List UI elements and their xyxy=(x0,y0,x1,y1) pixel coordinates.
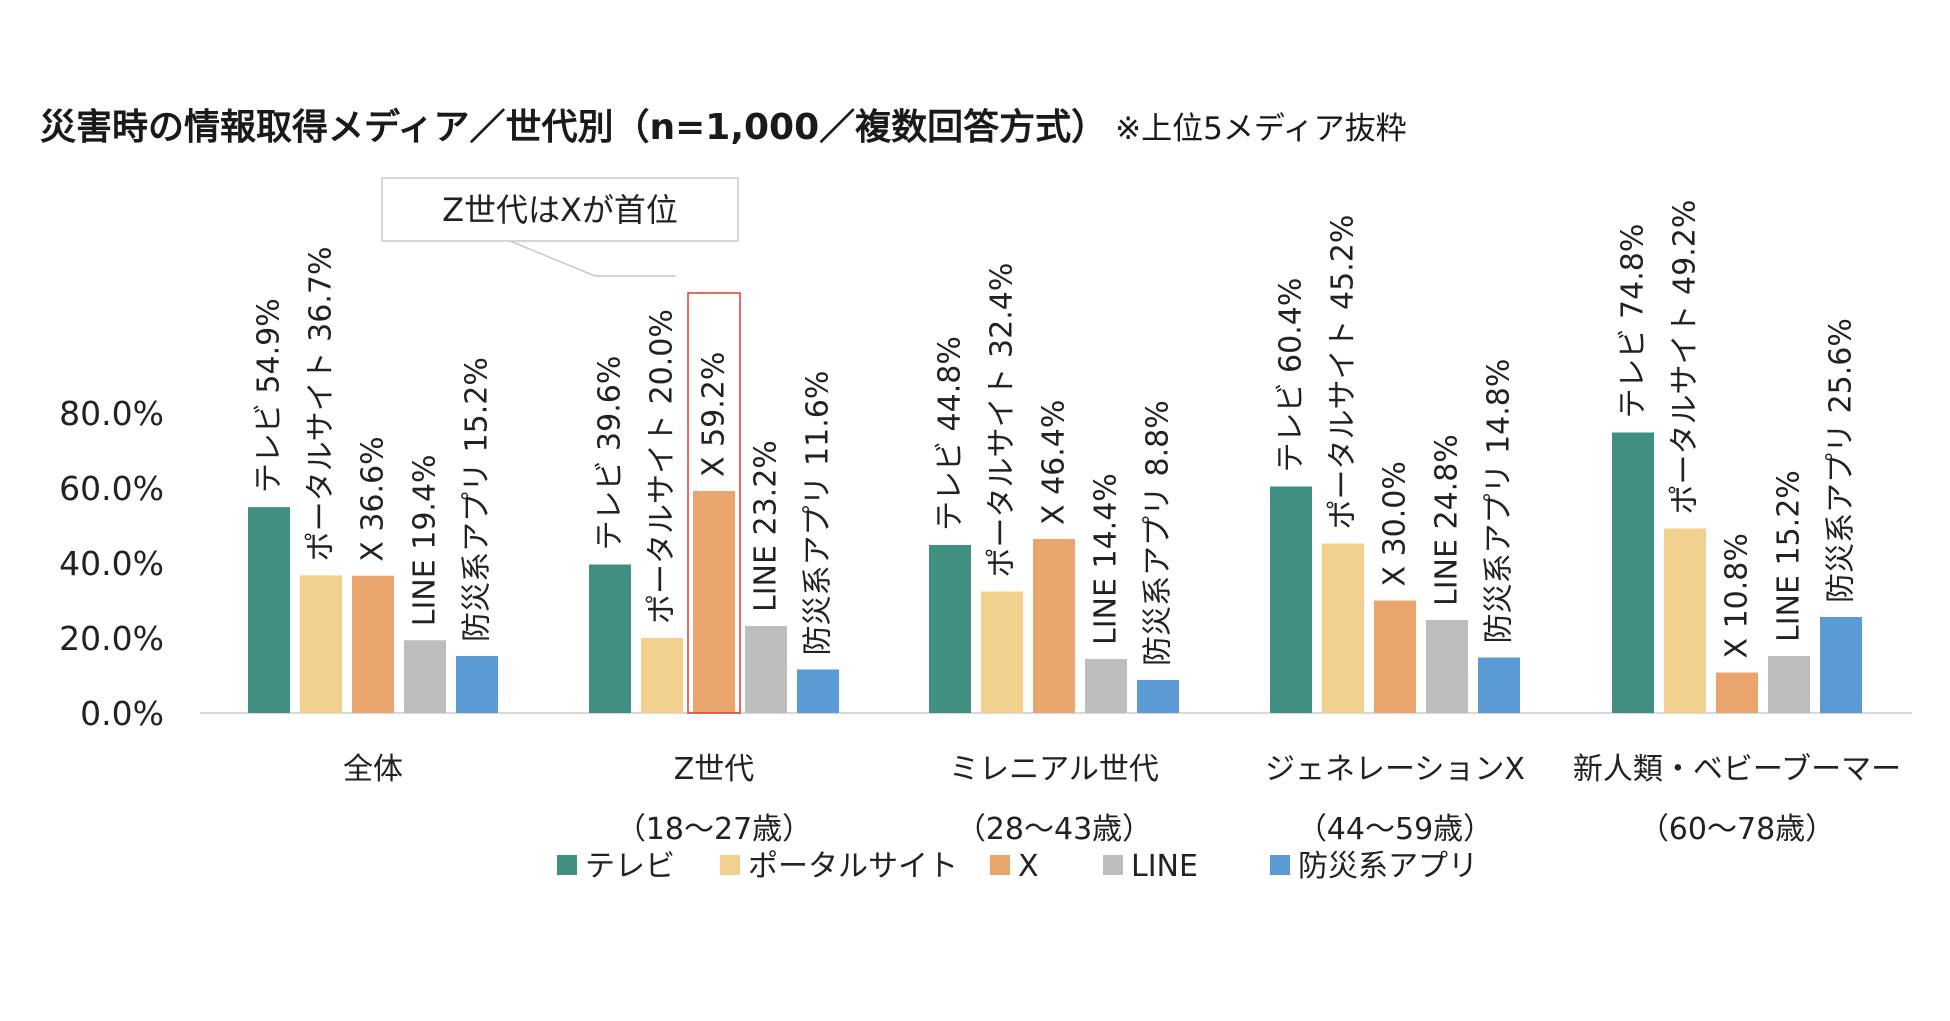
legend: テレビ ポータルサイト X LINE 防災系アプリ xyxy=(557,849,1478,884)
legend-swatch xyxy=(557,855,577,875)
callout: Z世代はXが首位 xyxy=(381,177,739,277)
legend-label: LINE xyxy=(1131,849,1198,884)
callout-leader xyxy=(509,240,676,277)
y-tick-label: 80.0% xyxy=(59,394,164,433)
bar-value-label: LINE 24.8% xyxy=(1430,434,1465,606)
chart-title-line: 災害時の情報取得メディア／世代別（n=1,000／複数回答方式） ※上位5メディア… xyxy=(40,98,1407,150)
bar xyxy=(589,564,631,713)
legend-swatch xyxy=(720,855,740,875)
y-tick-label: 20.0% xyxy=(59,619,164,658)
bar-value-label: 防災系アプリ 8.8% xyxy=(1141,400,1176,666)
bar-value-label: テレビ 74.8% xyxy=(1616,224,1651,419)
category-label: （28～43歳） xyxy=(956,812,1152,847)
chart-title-note: ※上位5メディア抜粋 xyxy=(1115,111,1407,147)
bar-value-label: ポータルサイト 36.7% xyxy=(304,247,339,562)
bar xyxy=(1478,657,1520,713)
legend-swatch xyxy=(1270,855,1290,875)
bar-value-label: LINE 14.4% xyxy=(1089,473,1124,645)
bar-value-label: X 46.4% xyxy=(1037,400,1072,525)
bar xyxy=(797,669,839,713)
bar xyxy=(352,575,394,713)
y-tick-label: 40.0% xyxy=(59,544,164,583)
bar xyxy=(641,638,683,713)
category-label: ミレニアル世代 xyxy=(949,752,1159,787)
bar-value-label: ポータルサイト 49.2% xyxy=(1668,200,1703,515)
chart-title: 災害時の情報取得メディア／世代別（n=1,000／複数回答方式） xyxy=(40,107,1108,148)
bar-value-label: 防災系アプリ 25.6% xyxy=(1824,318,1859,603)
bar xyxy=(1033,539,1075,713)
category-label: 新人類・ベビーブーマー xyxy=(1573,752,1901,787)
legend-label: 防災系アプリ xyxy=(1298,849,1478,884)
bar-value-label: ポータルサイト 20.0% xyxy=(645,309,680,624)
category-label: （18～27歳） xyxy=(616,812,812,847)
bar-value-label: 防災系アプリ 11.6% xyxy=(801,371,836,656)
bar-value-label: テレビ 54.9% xyxy=(252,298,287,493)
bar xyxy=(1820,617,1862,713)
legend-label: ポータルサイト xyxy=(748,849,958,884)
bar xyxy=(1612,432,1654,713)
bar xyxy=(1322,543,1364,713)
callout-text: Z世代はXが首位 xyxy=(442,191,678,229)
bar xyxy=(1716,672,1758,713)
bar xyxy=(929,545,971,713)
bar-value-label: テレビ 60.4% xyxy=(1274,278,1309,473)
bar xyxy=(981,591,1023,713)
legend-label: テレビ xyxy=(585,849,675,884)
category-label: （44～59歳） xyxy=(1297,812,1493,847)
bar xyxy=(1137,680,1179,713)
bar xyxy=(456,656,498,713)
bar-value-label: 防災系アプリ 15.2% xyxy=(460,357,495,642)
bar xyxy=(745,626,787,713)
bar xyxy=(1270,486,1312,713)
bar-value-label: 防災系アプリ 14.8% xyxy=(1482,359,1517,644)
bar-value-label: LINE 15.2% xyxy=(1772,470,1807,642)
bar-value-label: X 36.6% xyxy=(356,436,391,561)
bar xyxy=(300,575,342,713)
bar xyxy=(248,507,290,713)
legend-swatch xyxy=(1103,855,1123,875)
bar-value-label: ポータルサイト 45.2% xyxy=(1326,215,1361,530)
bar xyxy=(1374,600,1416,713)
bar-value-label: テレビ 44.8% xyxy=(933,336,968,531)
legend-swatch xyxy=(990,855,1010,875)
legend-label: X xyxy=(1018,849,1039,884)
bars xyxy=(248,292,1862,714)
bar xyxy=(1426,620,1468,713)
category-label: （60～78歳） xyxy=(1639,812,1835,847)
bar xyxy=(1768,656,1810,713)
category-labels: 全体 Z世代 （18～27歳） ミレニアル世代 （28～43歳） ジェネレーションX （44… xyxy=(343,752,1901,847)
bar-value-label: X 59.2% xyxy=(697,352,732,477)
callout-box xyxy=(381,177,739,242)
bar-value-label: X 10.8% xyxy=(1720,533,1755,658)
y-axis: 0.0% 20.0% 40.0% 60.0% 80.0% xyxy=(59,394,164,733)
category-label: 全体 xyxy=(343,752,403,787)
y-tick-label: 60.0% xyxy=(59,469,164,508)
bar-value-label: LINE 19.4% xyxy=(408,454,443,626)
bar xyxy=(404,640,446,713)
bar-value-label: LINE 23.2% xyxy=(749,440,784,612)
bar-value-label: テレビ 39.6% xyxy=(593,356,628,551)
bar-value-label: ポータルサイト 32.4% xyxy=(985,263,1020,578)
bar-labels: テレビ 54.9% ポータルサイト 36.7% X 36.6% LINE 19.4% 防… xyxy=(252,200,1859,666)
bar xyxy=(693,491,735,713)
bar-value-label: X 30.0% xyxy=(1378,461,1413,586)
y-tick-label: 0.0% xyxy=(80,694,164,733)
highlight-frame xyxy=(687,292,741,714)
bar xyxy=(1664,528,1706,713)
category-label: Z世代 xyxy=(674,752,755,787)
category-label: ジェネレーションX xyxy=(1265,752,1525,787)
bar xyxy=(1085,659,1127,713)
